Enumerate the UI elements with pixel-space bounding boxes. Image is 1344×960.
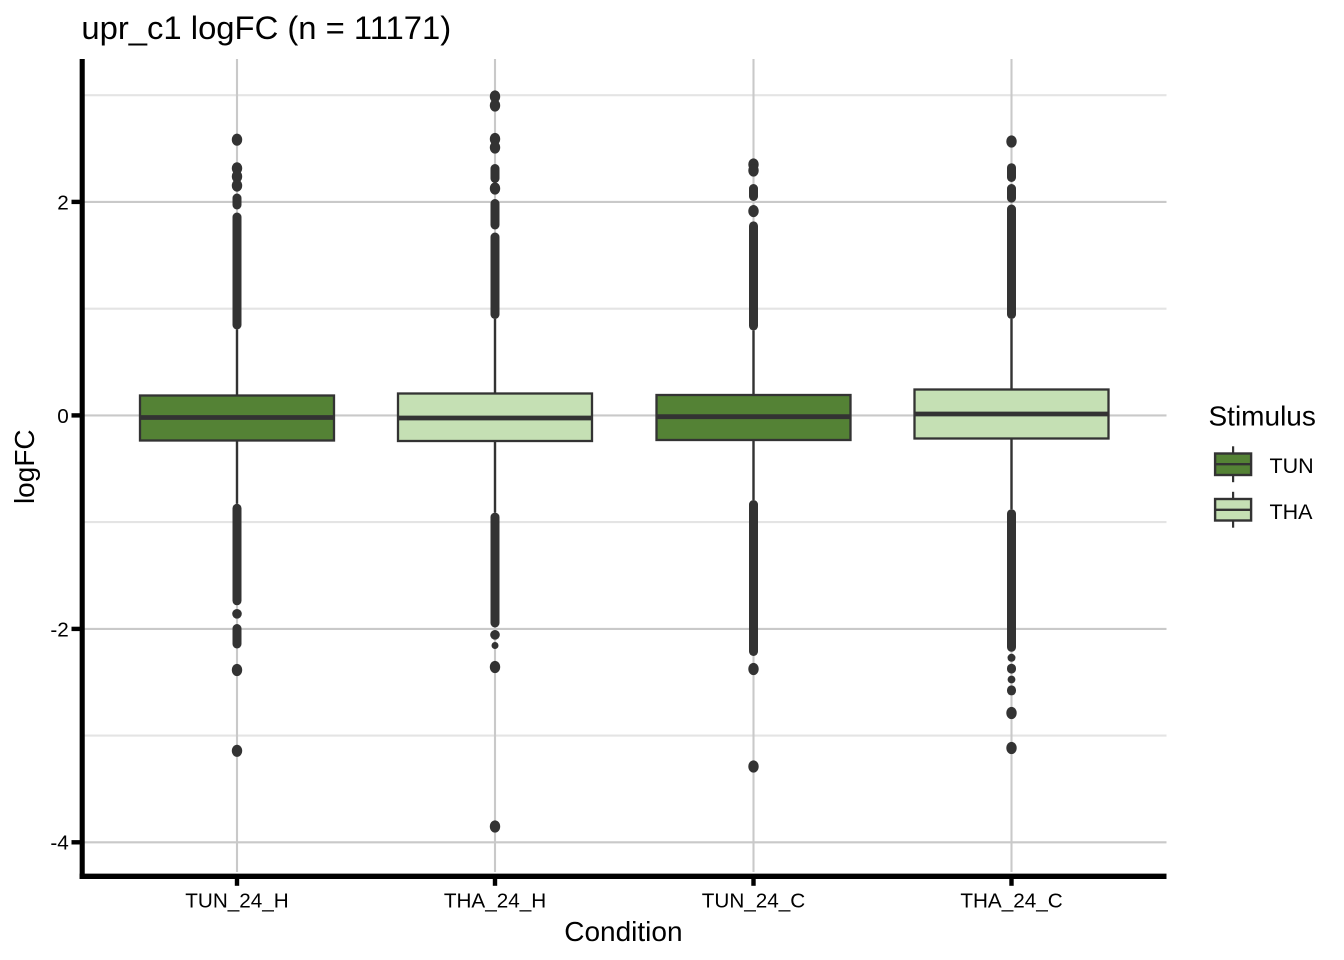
svg-text:TUN_24_C: TUN_24_C xyxy=(702,890,806,913)
svg-text:TUN_24_H: TUN_24_H xyxy=(185,890,288,913)
svg-text:THA_24_C: THA_24_C xyxy=(960,890,1062,913)
svg-text:-2: -2 xyxy=(50,618,68,641)
svg-text:TUN: TUN xyxy=(1270,454,1314,478)
svg-text:logFC: logFC xyxy=(9,429,40,504)
svg-text:THA: THA xyxy=(1270,500,1314,524)
svg-text:0: 0 xyxy=(57,405,69,428)
svg-text:2: 2 xyxy=(57,191,69,214)
svg-text:THA_24_H: THA_24_H xyxy=(444,890,546,913)
svg-text:upr_c1 logFC (n = 11171): upr_c1 logFC (n = 11171) xyxy=(81,9,451,46)
svg-text:Condition: Condition xyxy=(564,916,682,947)
svg-text:Stimulus: Stimulus xyxy=(1209,401,1316,432)
svg-text:-4: -4 xyxy=(50,832,68,855)
